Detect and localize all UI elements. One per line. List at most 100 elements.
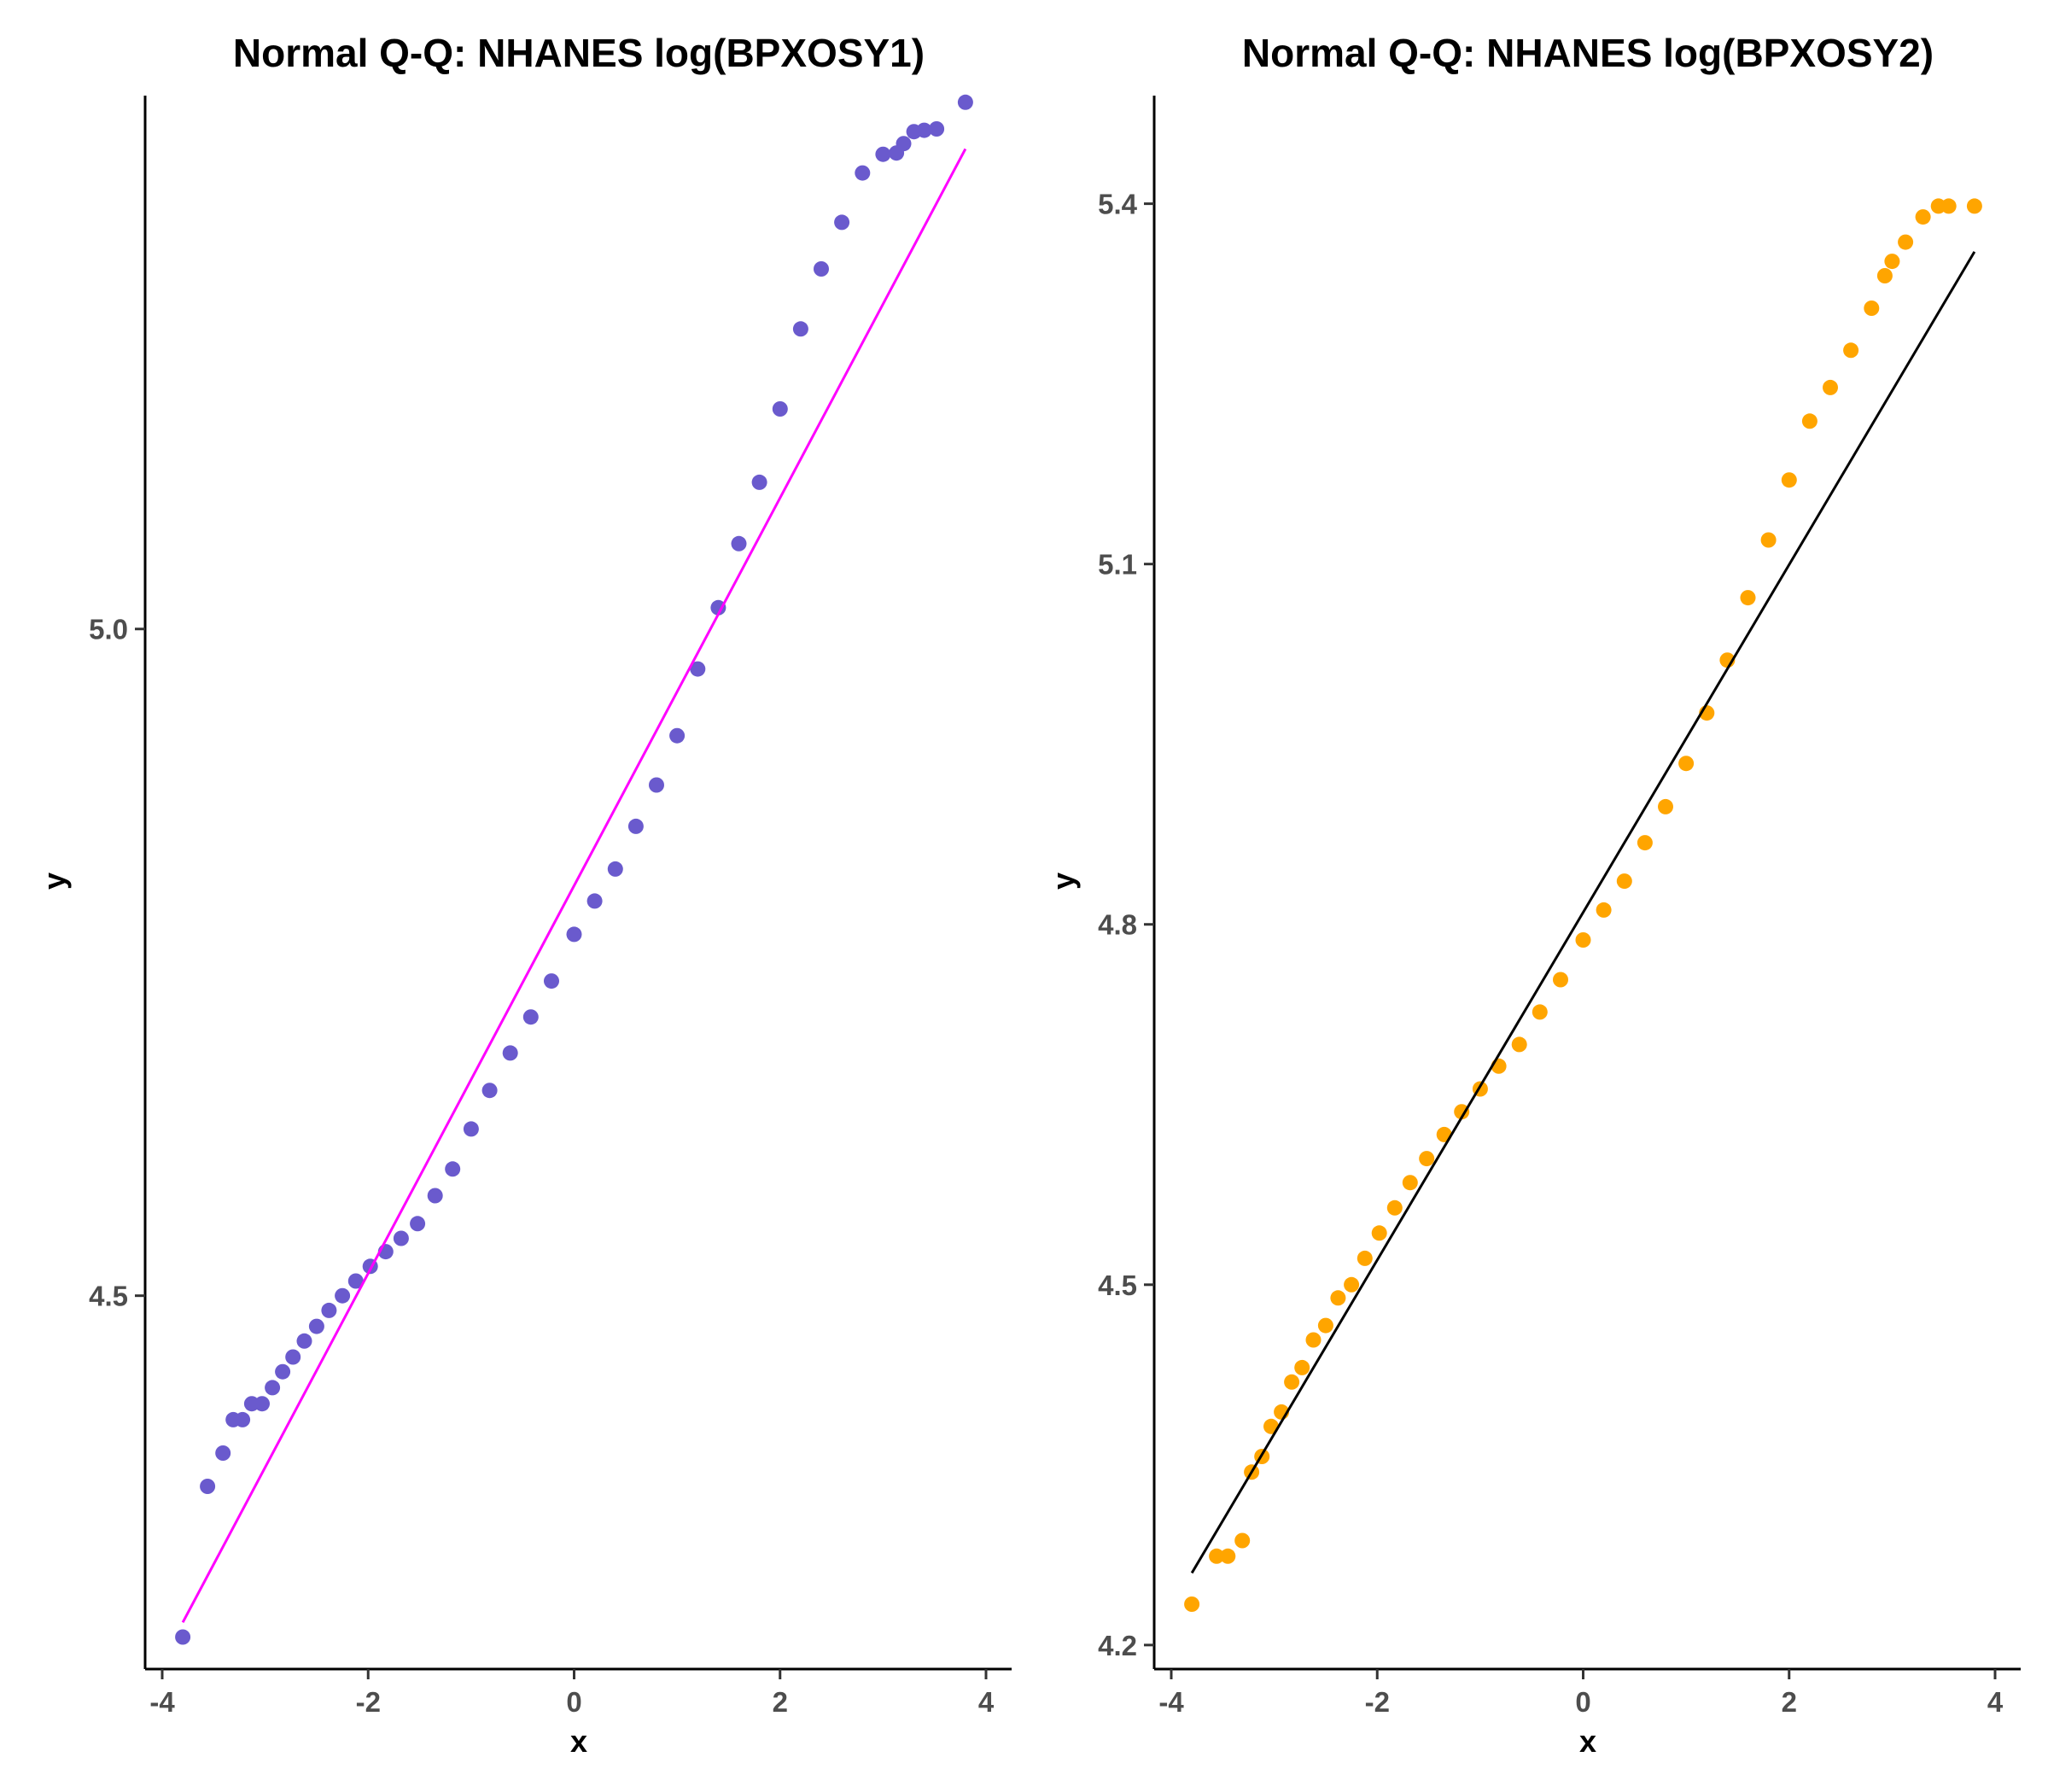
data-point [502,1045,518,1061]
axis-ticks: -4 -2 0 2 4 4.2 4.5 4.8 5.1 5.4 [1098,189,2004,1718]
data-point [1553,972,1568,988]
data-point [1940,198,1957,214]
data-point [265,1380,281,1396]
x-tick-label: -4 [1158,1686,1184,1718]
data-point [1511,1036,1527,1053]
data-point [1344,1276,1360,1293]
data-point [586,893,603,909]
data-point [1915,209,1931,225]
plot-marks [175,94,973,1645]
data-point [1898,234,1914,250]
reference-line [181,148,967,1624]
data-point [285,1349,301,1365]
data-point [1220,1548,1236,1564]
y-tick-label: 4.5 [89,1281,128,1312]
data-point [410,1216,426,1232]
data-point [1386,1200,1403,1216]
data-point [690,661,706,677]
data-point [235,1411,251,1427]
x-tick-label: -2 [356,1686,381,1718]
data-point [1596,902,1612,918]
data-point [669,727,686,744]
y-tick-label: 5.1 [1098,549,1137,581]
y-tick-label: 4.8 [1098,909,1137,941]
x-axis-title: x [570,1724,587,1759]
data-point [275,1363,291,1380]
data-point [1294,1359,1310,1375]
data-point [814,261,829,277]
x-tick-label: 4 [1987,1686,2004,1718]
data-point [175,1629,191,1645]
data-point [1864,301,1880,316]
data-point [751,474,767,490]
data-point [731,535,747,552]
plot-marks [1184,198,1982,1612]
data-point [296,1333,312,1349]
data-point [772,401,788,417]
data-point [335,1287,351,1304]
y-axis-title: y [37,873,72,890]
data-point [522,1009,539,1025]
data-point [1637,835,1653,851]
data-point [321,1302,337,1318]
data-point [649,777,664,793]
data-point [544,973,559,989]
data-point [1843,342,1859,359]
data-point [1876,268,1893,283]
data-point [1419,1151,1435,1167]
x-tick-label: 0 [566,1686,581,1718]
data-point [1658,798,1673,814]
y-tick-label: 5.4 [1098,189,1138,220]
data-point [896,136,912,152]
data-point [710,599,726,616]
data-point [957,94,973,110]
data-point [463,1121,479,1137]
data-point [792,321,808,337]
x-tick-label: -4 [149,1686,175,1718]
data-point [1305,1332,1322,1348]
data-point [1234,1532,1251,1549]
axis-ticks: -4 -2 0 2 4 4.5 5.0 [89,614,995,1718]
data-point [347,1273,364,1289]
y-tick-label: 5.0 [89,614,128,645]
data-point [393,1230,409,1246]
plot-title: Normal Q-Q: NHANES log(BPXOSY2) [1242,31,1934,75]
data-point [1760,532,1777,548]
data-point [1317,1317,1333,1334]
data-point [200,1479,216,1494]
x-axis-title: x [1579,1724,1596,1759]
data-point [855,165,871,181]
x-tick-label: 2 [1782,1686,1797,1718]
data-point [834,214,850,231]
qq-panel-bpxosy2: Normal Q-Q: NHANES log(BPXOSY2) -4 -2 0 2 4 4… [1046,31,2021,1759]
data-point [1966,198,1982,214]
data-point [1184,1596,1200,1612]
y-tick-label: 4.5 [1098,1270,1137,1301]
data-point [427,1188,443,1204]
data-point [566,926,582,943]
x-tick-label: -2 [1365,1686,1390,1718]
data-point [916,122,932,138]
data-point [215,1445,231,1461]
data-point [875,146,891,162]
data-point [1740,590,1756,606]
data-point [308,1318,324,1334]
data-point [1678,756,1695,772]
data-point [1330,1290,1346,1306]
data-point [445,1161,461,1177]
data-point [1402,1175,1418,1191]
data-point [1616,873,1632,890]
data-point [1575,932,1591,948]
data-point [1884,254,1900,270]
data-point [1284,1374,1300,1390]
y-tick-label: 4.2 [1098,1630,1137,1661]
qq-panel-bpxosy1: Normal Q-Q: NHANES log(BPXOSY1) -4 -2 0 2 4 4… [37,31,1012,1759]
data-point [1823,379,1838,395]
x-tick-label: 4 [978,1686,995,1718]
data-point [1454,1104,1470,1120]
data-point [254,1396,270,1412]
data-point [1209,1548,1225,1564]
data-point [1371,1225,1387,1241]
reference-line [1190,251,1976,1574]
